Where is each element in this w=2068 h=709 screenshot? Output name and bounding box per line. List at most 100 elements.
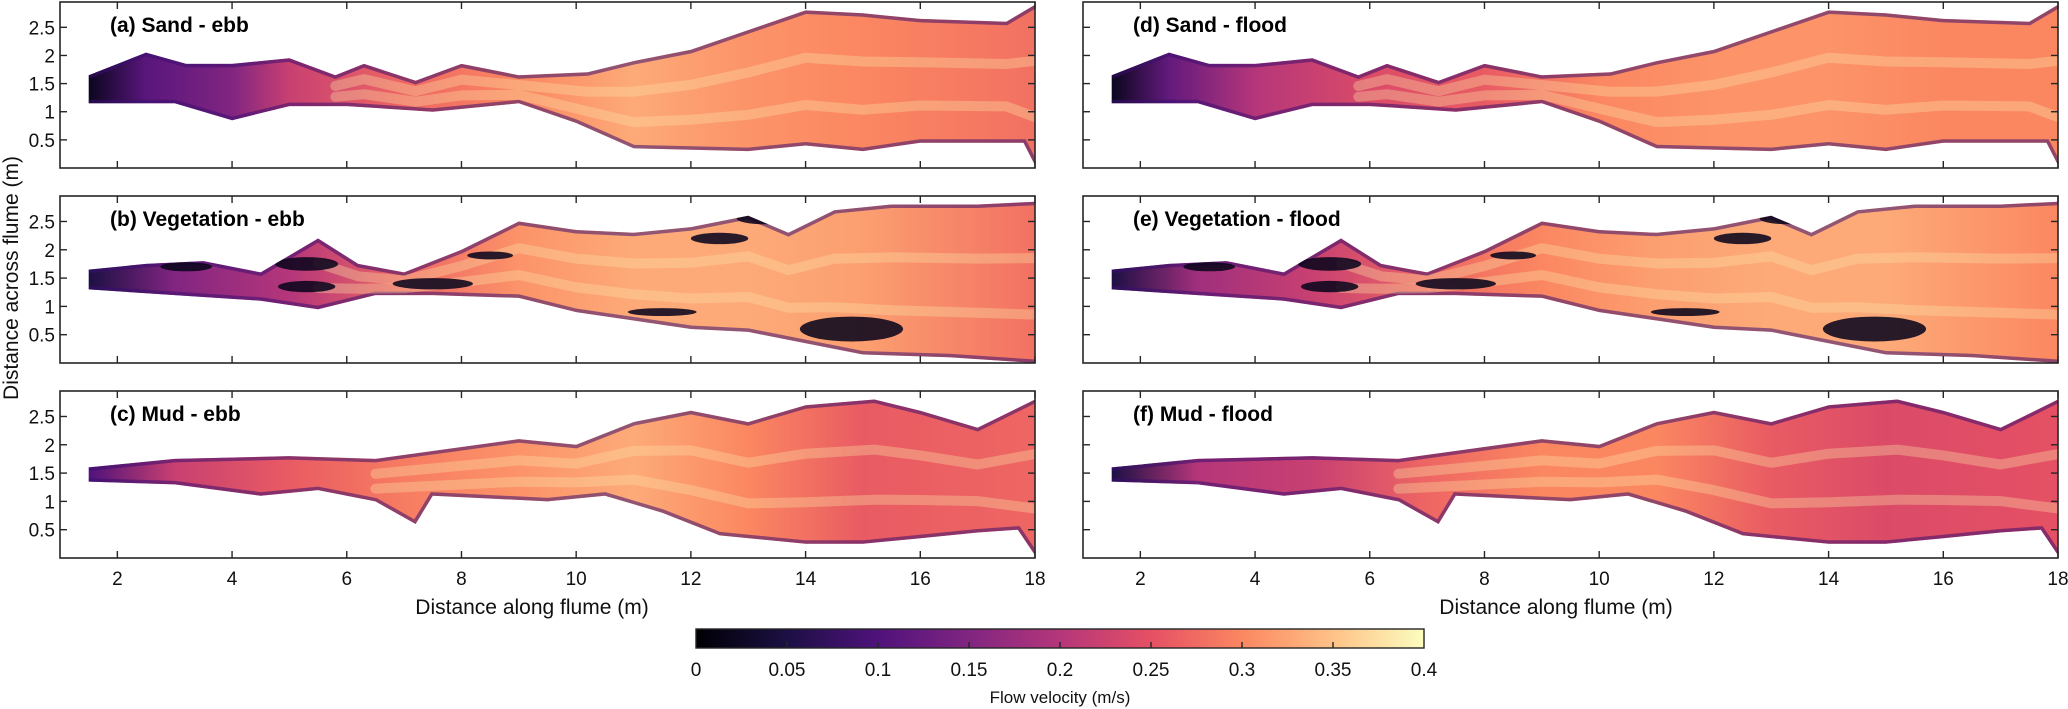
channel-velocity-d [1111, 4, 2058, 166]
colorbar: 0 0.05 0.1 0.15 0.2 0.25 0.3 0.35 0.4 [691, 628, 1438, 681]
colorbar-tick-label: 0.4 [1411, 660, 1438, 681]
x-tick-label: 8 [1479, 569, 1490, 590]
colorbar-tick-label: 0.1 [865, 660, 891, 681]
vegetation-patch-b-0 [160, 262, 212, 272]
vegetation-patch-e-6 [1759, 212, 1818, 225]
panel-d: (d) Sand - flood [1082, 1, 2059, 169]
axes-frame-f [1082, 390, 2059, 559]
panel-title-f: (f) Mud - flood [1133, 403, 1273, 426]
high-velocity-streak-f-0 [1393, 474, 2058, 514]
y-tick-label: 2 [44, 241, 55, 262]
channel-velocity-f [1111, 399, 2058, 556]
x-tick-label: 4 [1250, 569, 1261, 590]
x-tick-label: 18 [2047, 569, 2068, 590]
y-tick-label: 2.5 [29, 212, 55, 233]
bank-shading-c [88, 399, 1035, 556]
y-axis-label: Distance across flume (m) [0, 156, 23, 400]
y-tick-label: 1.5 [29, 269, 55, 290]
y-tick-label: 1 [44, 297, 55, 318]
x-tick-label: 2 [1135, 569, 1146, 590]
y-tick-label: 2.5 [29, 407, 55, 428]
x-tick-label: 16 [910, 569, 931, 590]
vegetation-patch-b-2 [277, 280, 336, 293]
x-tick-label: 10 [566, 569, 587, 590]
lower-bank-c [88, 478, 1035, 556]
bank-shading-d [1111, 4, 2058, 166]
upper-bank-d [1111, 4, 2058, 85]
axes-labels: Distance across flume (m) Distance along… [0, 156, 1673, 619]
y-tick-label: 1.5 [29, 464, 55, 485]
colorbar-tick-label: 0.25 [1133, 660, 1170, 681]
panel-title-b: (b) Vegetation - ebb [110, 208, 305, 231]
colorbar-tick-label: 0.05 [769, 660, 806, 681]
y-tick-label: 1 [44, 103, 55, 124]
velocity-field-c [88, 399, 1035, 556]
vegetation-patch-b-4 [467, 251, 514, 260]
high-velocity-streak-a-0 [330, 89, 1035, 128]
vegetation-patch-e-3 [1415, 278, 1496, 290]
x-tick-label: 14 [1818, 569, 1840, 590]
upper-bank-f [1111, 399, 2058, 471]
upper-bank-e [1111, 201, 2058, 277]
channel-velocity-b [88, 201, 1035, 363]
panels-group: 0.5 1 1.5 2 2.5 (a) Sand - ebb 0.5 1 1.5 2 2.5 (b) … [29, 1, 2068, 590]
y-tick-label: 1.5 [29, 75, 55, 96]
x-tick-label: 14 [795, 569, 817, 590]
high-velocity-streak-c-1 [370, 444, 1035, 479]
channel-velocity-c [88, 399, 1035, 556]
vegetation-patch-b-7 [799, 316, 904, 342]
bank-shading-f [1111, 399, 2058, 556]
high-velocity-streak-b-1 [313, 243, 1035, 286]
x-tick-label: 12 [680, 569, 701, 590]
vegetation-patch-b-5 [690, 232, 749, 245]
axes-frame-a [59, 1, 1036, 169]
vegetation-patch-e-5 [1713, 232, 1772, 245]
channel-velocity-a [88, 4, 1035, 166]
panel-b: 0.5 1 1.5 2 2.5 (b) Vegetation - ebb [29, 195, 1036, 364]
channel-velocity-e [1111, 201, 2058, 363]
x-tick-label: 6 [1364, 569, 1375, 590]
axes-frame-e [1082, 195, 2059, 364]
vegetation-patch-e-8 [1650, 308, 1720, 317]
high-velocity-streak-a-1 [330, 52, 1035, 97]
x-tick-label: 8 [456, 569, 467, 590]
panel-title-e: (e) Vegetation - flood [1133, 208, 1341, 231]
axes-frame-b [59, 195, 1036, 364]
y-tick-label: 0.5 [29, 521, 55, 542]
x-tick-label: 16 [1933, 569, 1954, 590]
upper-bank-b [88, 201, 1035, 277]
high-velocity-streak-d-1 [1353, 52, 2058, 97]
y-tick-label: 2.5 [29, 18, 55, 39]
panel-c: 2 4 6 8 10 12 14 16 18 0.5 1 1.5 2 2.5 (c) Mud - ebb [29, 390, 1046, 590]
vegetation-patch-b-3 [392, 278, 473, 290]
velocity-field-f [1111, 399, 2058, 556]
axes-frame-c [59, 390, 1036, 559]
high-velocity-streak-e-1 [1336, 243, 2058, 286]
velocity-field-d [1111, 4, 2058, 166]
x-tick-label: 10 [1589, 569, 1610, 590]
x-tick-label: 18 [1024, 569, 1045, 590]
panel-f: 2 4 6 8 10 12 14 16 18 (f) Mud - flood [1082, 390, 2068, 590]
vegetation-patch-e-2 [1300, 280, 1359, 293]
x-tick-label: 6 [341, 569, 352, 590]
x-axis-label-left: Distance along flume (m) [415, 596, 648, 619]
y-tick-label: 1 [44, 492, 55, 513]
x-tick-label: 4 [227, 569, 238, 590]
high-velocity-streak-d-0 [1353, 89, 2058, 128]
vegetation-patch-e-0 [1183, 262, 1235, 272]
vegetation-patch-b-8 [627, 308, 697, 317]
colorbar-tick-label: 0 [691, 660, 702, 681]
colorbar-tick-label: 0.3 [1229, 660, 1255, 681]
y-tick-label: 2 [44, 436, 55, 457]
high-velocity-streak-f-1 [1393, 444, 2058, 479]
vegetation-patch-b-1 [275, 257, 339, 271]
panel-e: (e) Vegetation - flood [1082, 195, 2059, 364]
axes-frame-d [1082, 1, 2059, 169]
y-tick-label: 2 [44, 46, 55, 67]
colorbar-tick-label: 0.15 [951, 660, 988, 681]
panel-title-a: (a) Sand - ebb [110, 14, 249, 37]
panel-title-c: (c) Mud - ebb [110, 403, 241, 426]
y-tick-label: 0.5 [29, 131, 55, 152]
high-velocity-streak-c-0 [370, 474, 1035, 514]
